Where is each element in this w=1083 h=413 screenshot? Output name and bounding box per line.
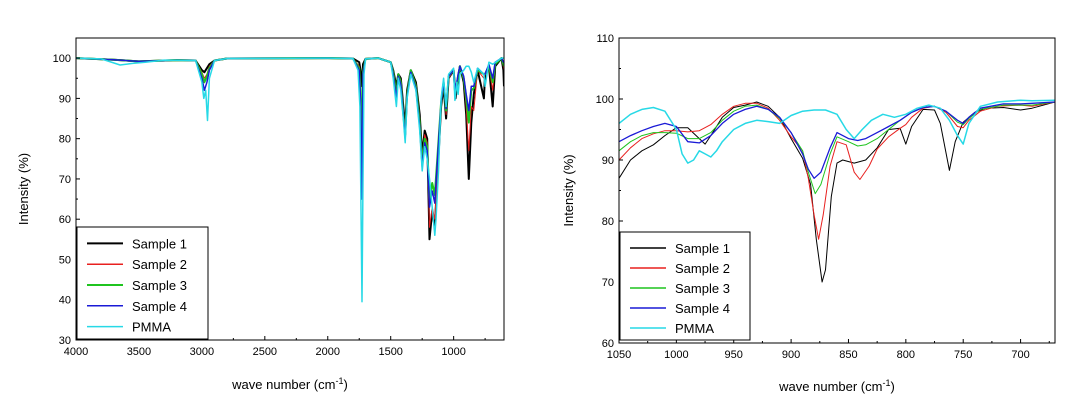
x-tick-label: 2000 [316,346,340,358]
legend-label: PMMA [675,321,714,336]
legend-label: Sample 2 [132,257,187,272]
y-tick-label: 60 [602,338,614,350]
y-tick-label: 50 [59,254,71,266]
y-tick-label: 90 [59,93,71,105]
x-axis-label: wave number (cm-1) [231,376,348,392]
legend-label: Sample 4 [132,299,187,314]
series-line-pmma [76,57,504,303]
x-axis-label: wave number (cm-1) [778,378,895,394]
legend-label: Sample 1 [675,241,730,256]
x-tick-label: 1050 [607,349,631,361]
series-line-sample-2 [619,101,1055,240]
y-tick-label: 70 [602,277,614,289]
legend: Sample 1 Sample 2 Sample 3 Sample 4 PMMA [76,226,209,340]
x-tick-label: 1000 [664,349,688,361]
x-tick-label: 2500 [253,346,277,358]
y-tick-label: 80 [602,216,614,228]
x-tick-label: 1500 [378,346,402,358]
series-line-sample-4 [619,101,1055,179]
y-tick-label: 100 [596,94,614,106]
series-line-pmma [619,99,1055,164]
y-tick-label: 80 [59,134,71,146]
y-tick-label: 70 [59,174,71,186]
x-tick-label: 750 [954,349,972,361]
x-tick-label: 950 [725,349,743,361]
series-line-sample-1 [619,101,1055,283]
legend-label: Sample 3 [132,278,187,293]
x-tick-label: 3500 [127,346,151,358]
y-tick-label: 40 [59,295,71,307]
legend-label: Sample 4 [675,301,730,316]
y-tick-label: 90 [602,155,614,167]
x-tick-label: 800 [897,349,915,361]
legend-label: Sample 3 [675,281,730,296]
series-line-sample-3 [619,101,1055,195]
y-tick-label: 30 [59,335,71,347]
x-tick-label: 4000 [64,346,88,358]
legend-label: Sample 1 [132,236,187,251]
x-tick-label: 850 [839,349,857,361]
x-tick-label: 1000 [441,346,465,358]
chart-panel-1: 4000 3500 3000 2500 2000 1500 1000 30 40 50 60 70 80… [16,37,505,392]
x-tick-label: 3000 [190,346,214,358]
y-tick-label: 100 [53,53,71,65]
y-tick-label: 110 [596,33,614,45]
legend-label: PMMA [132,320,171,335]
x-tick-label: 700 [1011,349,1029,361]
y-axis-label: Intensity (%) [16,153,31,225]
legend: Sample 1 Sample 2 Sample 3 Sample 4 PMMA [619,231,751,341]
x-tick-label: 900 [782,349,800,361]
y-axis-label: Intensity (%) [561,154,576,226]
y-tick-label: 60 [59,214,71,226]
plot-frame [75,37,505,341]
chart-panel-2: 1050 1000 950 900 850 800 750 700 60 70 80 90 100 110… [561,33,1056,394]
legend-label: Sample 2 [675,261,730,276]
